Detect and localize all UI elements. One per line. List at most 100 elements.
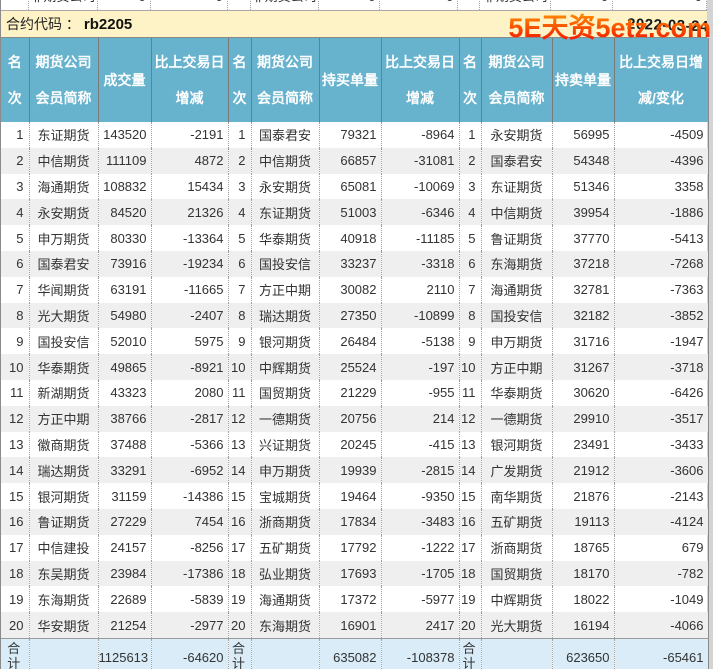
change-cell: -7268: [614, 250, 709, 277]
company-cell: 方正中期: [29, 405, 99, 432]
company-cell: 华泰期货: [481, 379, 553, 406]
rank-cell: 18: [1, 560, 30, 587]
rank-cell: 16: [228, 508, 252, 535]
change-cell: -6952: [151, 457, 229, 484]
table-row: 19 东海期货 22689 -5839 19 海通期货 17372 -5977 19 中辉期货 18…: [1, 586, 709, 613]
value-cell: 51003: [319, 199, 382, 226]
table-row: 1 东证期货 143520 -2191 1 国泰君安 79321 -8964 1 永安期货 5699…: [1, 122, 709, 148]
rank-cell: 2: [1, 147, 30, 174]
change-cell: 679: [614, 534, 709, 561]
column-header: 比上交易日增 减/变化: [614, 38, 708, 122]
value-cell: 23984: [98, 560, 152, 587]
change-cell: 2110: [381, 276, 460, 303]
change-cell: -2817: [151, 405, 229, 432]
rank-cell: 13: [228, 431, 252, 458]
change-cell: -2977: [151, 612, 229, 639]
column-header: 持买单量: [319, 38, 382, 122]
value-cell: 20245: [319, 431, 382, 458]
header-line: 减/变化: [638, 90, 684, 106]
value-cell: 49865: [98, 354, 152, 380]
rank-cell: 6: [228, 250, 252, 277]
change-cell: -3483: [381, 508, 460, 535]
value-cell: 25524: [319, 354, 382, 380]
value-cell: 51346: [552, 173, 615, 200]
company-cell: 兴证期货: [251, 431, 320, 458]
company-cell: 国泰君安: [29, 250, 99, 277]
rank-cell: 3: [459, 173, 482, 200]
header-line: 名: [463, 54, 477, 70]
table-row: 17 中信建投 24157 -8256 17 五矿期货 17792 -1222 17 浙商期货 18…: [1, 534, 709, 561]
value-cell: 16194: [552, 612, 615, 639]
rank-cell: 13: [459, 431, 482, 458]
rank-cell: 7: [228, 276, 252, 303]
company-cell: 永安期货: [481, 122, 553, 148]
rank-cell: 5: [228, 225, 252, 251]
change-cell: -197: [381, 354, 460, 380]
previous-table-partial-row: 非期货公司00非期货公司00非期货公司00: [1, 0, 707, 10]
rank-cell: 6: [459, 250, 482, 277]
rank-cell: 9: [1, 328, 30, 355]
table-row: 9 国投安信 52010 5975 9 银河期货 26484 -5138 9 申万期货 31716-…: [1, 328, 709, 355]
header-text: 持卖单量: [553, 38, 614, 122]
table-row: 20 华安期货 21254 -2977 20 东海期货 16901 2417 20 光大期货 161…: [1, 612, 709, 639]
value-cell: 33291: [98, 457, 152, 484]
value-cell: 29910: [552, 405, 615, 432]
value-cell: 19113: [552, 508, 615, 535]
rank-cell: 11: [228, 379, 252, 406]
change-cell: -9350: [381, 483, 460, 509]
value-cell: 21912: [552, 457, 615, 484]
value-cell: 17792: [319, 534, 382, 561]
header-line: 名: [232, 54, 247, 70]
company-cell: 广发期货: [481, 457, 553, 484]
header-line: 期货公司: [35, 54, 92, 70]
change-cell: -65461: [614, 637, 709, 669]
company-cell: 国投安信: [29, 328, 99, 355]
change-cell: -2407: [151, 302, 229, 329]
company-cell: 东海期货: [29, 586, 99, 613]
totals-label-cell: 合计: [459, 637, 482, 669]
company-cell: 宝城期货: [251, 483, 320, 509]
company-cell: 银河期货: [29, 483, 99, 509]
value-cell: 143520: [98, 122, 152, 148]
column-header: 比上交易日 增减: [151, 38, 229, 122]
header-text: 期货公司 会员简称: [482, 38, 552, 122]
header-text: 期货公司 会员简称: [30, 38, 98, 122]
change-cell: -8256: [151, 534, 229, 561]
report-date: 2022-03-24: [626, 15, 710, 36]
column-header: 名次: [459, 38, 482, 122]
table-row: 7 华闻期货 63191 -11665 7 方正中期 30082 2110 7 海通期货 32781…: [1, 276, 709, 303]
rank-cell: 2: [459, 147, 482, 174]
value-cell: 24157: [98, 534, 152, 561]
company-cell: 一德期货: [251, 405, 320, 432]
totals-row: 合计 1125613 -64620 合计 635082 -108378 合计 623650 -6…: [1, 637, 709, 669]
change-cell: -64620: [151, 637, 229, 669]
rank-cell: 5: [1, 225, 30, 251]
company-cell: 申万期货: [251, 457, 320, 484]
rank-cell: 7: [459, 276, 482, 303]
rank-cell: 12: [228, 405, 252, 432]
company-cell: 光大期货: [481, 612, 553, 639]
value-cell: 38766: [98, 405, 152, 432]
header-line: 次: [232, 90, 247, 106]
rank-cell: 19: [459, 586, 482, 613]
company-cell: 海通期货: [29, 173, 99, 200]
change-cell: -955: [381, 379, 460, 406]
change-cell: -7363: [614, 276, 709, 303]
value-cell: 31267: [552, 354, 615, 380]
rank-cell: 19: [228, 586, 252, 613]
value-cell: 23491: [552, 431, 615, 458]
company-cell: 海通期货: [251, 586, 320, 613]
company-cell: 华泰期货: [251, 225, 320, 251]
change-cell: -11665: [151, 276, 229, 303]
header-line: 名: [7, 54, 22, 70]
header-line: 会员简称: [488, 90, 545, 106]
rank-cell: 18: [228, 560, 252, 587]
company-cell: 新湖期货: [29, 379, 99, 406]
header-line: 持买单量: [322, 72, 378, 88]
change-cell: -4066: [614, 612, 709, 639]
company-cell: 永安期货: [251, 173, 320, 200]
value-cell: 52010: [98, 328, 152, 355]
column-header: 期货公司 会员简称: [29, 38, 99, 122]
value-cell: 54980: [98, 302, 152, 329]
change-cell: -17386: [151, 560, 229, 587]
